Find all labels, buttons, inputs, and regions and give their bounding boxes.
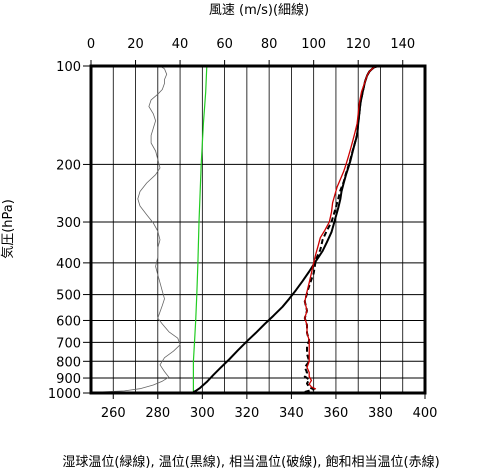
bottom-tick-label: 320 — [234, 406, 259, 421]
saturated-equivalent-potential-temp-line — [304, 65, 379, 390]
y-tick-label: 600 — [56, 314, 81, 329]
top-tick-label: 100 — [301, 37, 326, 52]
bottom-tick-label: 300 — [190, 406, 215, 421]
y-tick-label: 700 — [56, 336, 81, 351]
top-tick-label: 140 — [390, 37, 415, 52]
y-tick-label: 900 — [56, 372, 81, 387]
equivalent-potential-temp-line — [303, 65, 379, 393]
y-tick-label: 300 — [56, 216, 81, 231]
wind-line — [99, 65, 181, 393]
top-axis-title: 風速 (m/s)(細線) — [209, 2, 309, 18]
bottom-axis-title: 湿球温位(緑線), 温位(黒線), 相当温位(破線), 飽和相当温位(赤線) — [62, 454, 439, 470]
top-tick-label: 0 — [87, 37, 95, 52]
bottom-tick-label: 280 — [145, 406, 170, 421]
top-tick-label: 80 — [261, 37, 278, 52]
bottom-tick-label: 340 — [279, 406, 304, 421]
top-tick-label: 20 — [127, 37, 144, 52]
series-group — [99, 65, 379, 393]
y-tick-label: 200 — [56, 158, 81, 173]
y-axis-title: 気圧(hPa) — [0, 199, 16, 259]
y-tick-label: 100 — [56, 60, 81, 75]
grid — [83, 60, 426, 399]
bottom-tick-label: 360 — [324, 406, 349, 421]
bottom-tick-label: 260 — [101, 406, 126, 421]
top-tick-label: 120 — [346, 37, 371, 52]
bottom-tick-label: 400 — [413, 406, 438, 421]
y-tick-label: 800 — [56, 355, 81, 370]
wet-bulb-potential-temp-line — [192, 65, 208, 392]
y-tick-label: 500 — [56, 289, 81, 304]
bottom-tick-label: 380 — [368, 406, 393, 421]
plot-frame — [89, 64, 427, 395]
top-tick-label: 40 — [172, 37, 189, 52]
y-tick-label: 400 — [56, 257, 81, 272]
top-tick-label: 60 — [216, 37, 233, 52]
potential-temp-line — [192, 65, 379, 393]
y-tick-label: 1000 — [48, 387, 81, 402]
